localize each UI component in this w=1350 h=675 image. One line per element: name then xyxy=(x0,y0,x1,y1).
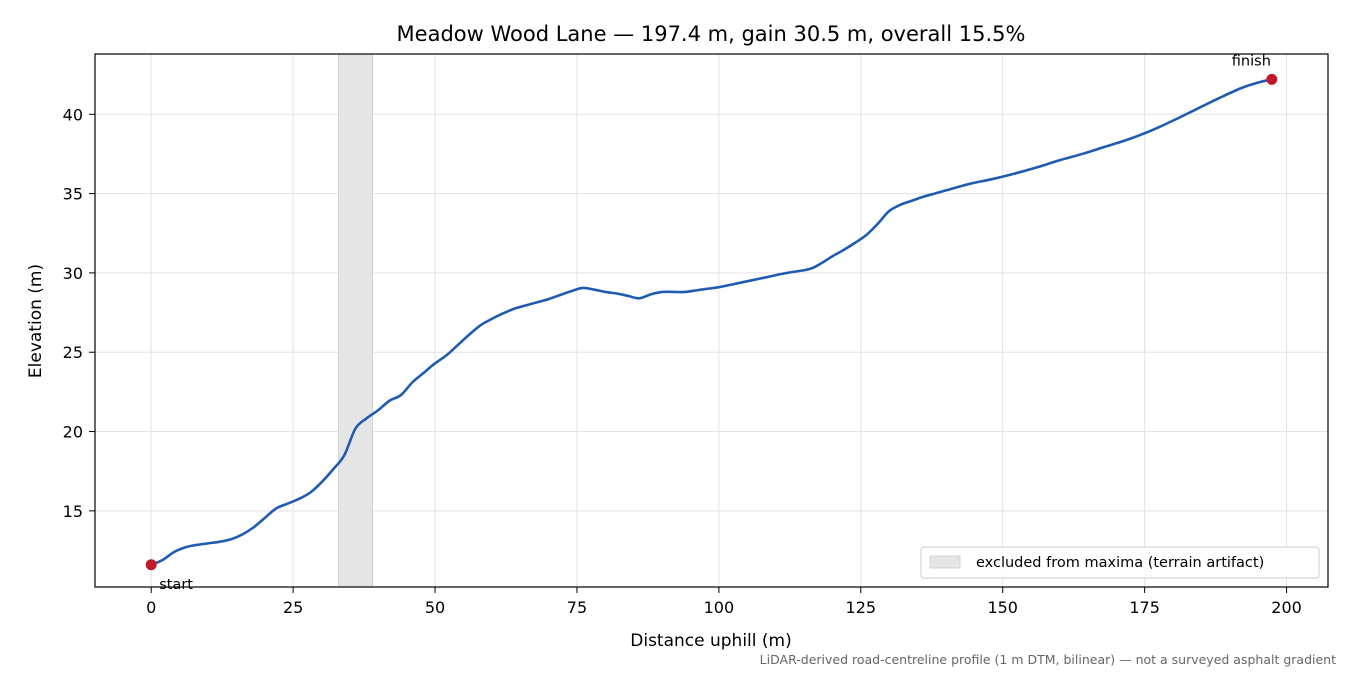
x-tick-label: 200 xyxy=(1271,598,1302,617)
finish-marker xyxy=(1266,73,1278,85)
start-label: start xyxy=(159,577,193,593)
excluded-band xyxy=(338,53,373,588)
series-layer xyxy=(149,78,1274,567)
plot-frame xyxy=(94,53,1329,588)
x-tick-label: 50 xyxy=(425,598,445,617)
y-axis-label: Elevation (m) xyxy=(26,264,46,378)
legend-box xyxy=(920,546,1320,579)
x-tick-label: 125 xyxy=(846,598,877,617)
footnote: LiDAR-derived road-centreline profile (1… xyxy=(759,652,1336,667)
y-tick-label: 15 xyxy=(63,502,83,521)
finish-label: finish xyxy=(1232,53,1271,69)
x-tick-label: 25 xyxy=(283,598,303,617)
x-tick-label: 175 xyxy=(1129,598,1160,617)
legend-swatch xyxy=(929,555,961,569)
legend-label: excluded from maxima (terrain artifact) xyxy=(976,555,1264,571)
elevation-series-line xyxy=(149,78,1274,567)
x-axis-label: Distance uphill (m) xyxy=(630,631,791,651)
x-tick-label: 100 xyxy=(704,598,735,617)
grid xyxy=(95,54,1328,587)
excluded-band-layer xyxy=(338,53,373,588)
y-tick-label: 35 xyxy=(63,185,83,204)
axis-ticks: 0 25 50 75 100 125 150 175 200 15 20 25 30 35 40 xyxy=(63,105,1302,617)
x-tick-label: 150 xyxy=(987,598,1018,617)
y-tick-label: 30 xyxy=(63,264,83,283)
y-tick-label: 25 xyxy=(63,343,83,362)
y-tick-label: 20 xyxy=(63,423,83,442)
x-tick-label: 75 xyxy=(567,598,587,617)
chart-title: Meadow Wood Lane — 197.4 m, gain 30.5 m,… xyxy=(397,22,1026,46)
y-tick-label: 40 xyxy=(63,105,83,124)
x-tick-label: 0 xyxy=(146,598,156,617)
marker-layer: start finish xyxy=(145,53,1278,593)
legend: excluded from maxima (terrain artifact) xyxy=(920,546,1320,579)
start-marker xyxy=(145,559,157,571)
